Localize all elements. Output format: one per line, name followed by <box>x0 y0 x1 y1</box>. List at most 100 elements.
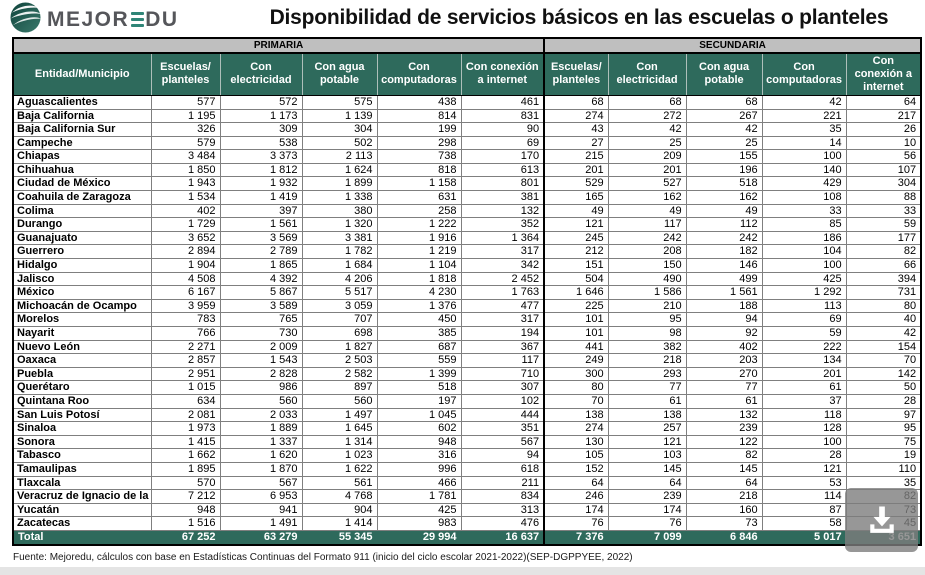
value-cell: 203 <box>685 353 763 368</box>
table-row: Yucatán9489419044253131741741608773 <box>12 502 922 518</box>
value-cell: 188 <box>685 298 763 314</box>
value-cell: 201 <box>607 162 687 178</box>
value-cell: 1 662 <box>150 448 221 463</box>
col-header-sec-electricidad: Con electricidad <box>607 51 687 96</box>
table-row: Oaxaca 2 857 1 543 2 503 559 117 249 218 203 134 7… <box>12 353 922 368</box>
table-row: Michoacán de Ocampo 3 959 3 589 3 059 1 376 4… <box>12 298 922 314</box>
value-cell: 138 <box>607 407 687 423</box>
table-row: Aguascalientes 577 572 575 438 461 68 68 68 42 64 <box>12 94 922 110</box>
value-cell: 326 <box>150 122 221 137</box>
value-cell: 272 <box>607 108 687 124</box>
entity-cell: Aguascalientes <box>12 94 152 110</box>
value-cell: 211 <box>460 475 545 491</box>
value-cell: 186 <box>761 230 847 246</box>
value-cell: 155 <box>685 149 763 164</box>
value-cell: 1 195 <box>150 108 221 124</box>
value-cell: 394 <box>845 271 922 287</box>
value-cell: 502 <box>301 135 378 151</box>
logo-text-after: DU <box>145 7 179 31</box>
value-cell: 117 <box>607 217 687 232</box>
value-cell: 1 622 <box>301 461 378 477</box>
value-cell: 527 <box>607 176 687 192</box>
value-cell: 381 <box>460 190 545 205</box>
value-cell: 242 <box>685 230 763 246</box>
entity-cell: Morelos <box>12 312 152 327</box>
value-cell: 1 415 <box>150 434 221 450</box>
table-row: Tabasco 1 662 1 620 1 023 316 94 105 103 82 28 19 <box>12 448 922 463</box>
value-cell: 152 <box>543 461 609 477</box>
download-button[interactable] <box>845 488 918 552</box>
value-cell: 77 <box>607 380 687 395</box>
value-cell: 1 620 <box>219 448 303 463</box>
value-cell: 1 337 <box>219 434 303 450</box>
value-cell: 570 <box>150 475 221 491</box>
value-cell: 146 <box>685 258 763 273</box>
value-cell: 108 <box>761 190 847 205</box>
value-cell: 142 <box>845 366 922 382</box>
value-cell: 560 <box>301 393 378 409</box>
value-cell: 450 <box>376 312 462 327</box>
value-cell: 225 <box>543 298 609 314</box>
value-cell: 113 <box>761 298 847 314</box>
table-row: Tamaulipas 1 895 1 870 1 622 996 618 152 145 145… <box>12 461 922 477</box>
value-cell: 7 212 <box>150 489 221 504</box>
value-cell: 64 <box>685 475 763 491</box>
value-cell: 222 <box>761 339 847 355</box>
value-cell: 94 <box>460 448 545 463</box>
value-cell: 121 <box>761 461 847 477</box>
entity-cell: Tlaxcala <box>12 475 152 491</box>
value-cell: 342 <box>460 258 545 273</box>
value-cell: 466 <box>376 475 462 491</box>
table-row: Sinaloa 1 973 1 889 1 645 602 351 274 257 239 128… <box>12 421 922 436</box>
value-cell: 246 <box>543 489 609 504</box>
value-cell: 28 <box>845 393 922 409</box>
value-cell: 70 <box>845 353 922 368</box>
value-cell: 212 <box>543 244 609 260</box>
value-cell: 1 899 <box>301 176 378 192</box>
value-cell: 103 <box>607 448 687 463</box>
col-header-prim-electricidad: Con electricidad <box>219 51 303 96</box>
value-cell: 121 <box>607 434 687 450</box>
value-cell: 6 846 <box>685 529 763 546</box>
table-row: Puebla 2 951 2 828 2 582 1 399 710 300 293 270 20… <box>12 366 922 382</box>
value-cell: 1 222 <box>376 217 462 232</box>
entity-cell: Jalisco <box>12 271 152 287</box>
value-cell: 274 <box>543 421 609 436</box>
entity-cell: Puebla <box>12 366 152 382</box>
value-cell: 293 <box>607 366 687 382</box>
value-cell: 221 <box>761 108 847 124</box>
value-cell: 731 <box>845 285 922 300</box>
value-cell: 58 <box>761 516 847 531</box>
value-cell: 122 <box>685 434 763 450</box>
value-cell: 138 <box>543 407 609 423</box>
value-cell: 105 <box>543 448 609 463</box>
table-row: Sonora 1 415 1 337 1 314 948 567 130 121 122 100 7… <box>12 434 922 450</box>
value-cell: 444 <box>460 407 545 423</box>
value-cell: 518 <box>376 380 462 395</box>
table-row: Durango 1 729 1 561 1 320 1 222 352 121 117 112 8… <box>12 217 922 232</box>
value-cell: 3 381 <box>301 230 378 246</box>
value-cell: 1 889 <box>219 421 303 436</box>
value-cell: 1 399 <box>376 366 462 382</box>
value-cell: 174 <box>543 502 609 518</box>
value-cell: 941 <box>219 502 303 518</box>
value-cell: 73 <box>685 516 763 531</box>
value-cell: 710 <box>460 366 545 382</box>
value-cell: 1 292 <box>761 285 847 300</box>
value-cell: 367 <box>460 339 545 355</box>
value-cell: 996 <box>376 461 462 477</box>
value-cell: 77 <box>685 380 763 395</box>
table-row: Hidalgo 1 904 1 865 1 684 1 104 342 151 150 146 1… <box>12 258 922 273</box>
entity-cell: Michoacán de Ocampo <box>12 298 152 314</box>
value-cell: 309 <box>219 122 303 137</box>
value-cell: 1 781 <box>376 489 462 504</box>
value-cell: 59 <box>845 217 922 232</box>
value-cell: 25 <box>607 135 687 151</box>
entity-cell: Coahuila de Zaragoza <box>12 190 152 205</box>
value-cell: 3 059 <box>301 298 378 314</box>
value-cell: 402 <box>685 339 763 355</box>
table-row: Chiapas 3 484 3 373 2 113 738 170 215 209 155 100… <box>12 149 922 164</box>
value-cell: 134 <box>761 353 847 368</box>
value-cell: 476 <box>460 516 545 531</box>
